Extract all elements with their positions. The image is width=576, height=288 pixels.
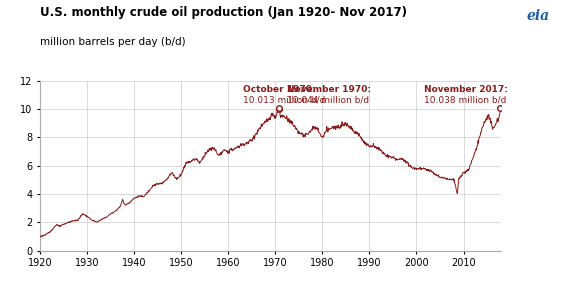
Text: 10.013 million b/d: 10.013 million b/d bbox=[242, 96, 325, 105]
Text: U.S. monthly crude oil production (Jan 1920- Nov 2017): U.S. monthly crude oil production (Jan 1… bbox=[40, 6, 407, 19]
Text: million barrels per day (b/d): million barrels per day (b/d) bbox=[40, 37, 186, 48]
Text: October 1970:: October 1970: bbox=[242, 85, 315, 94]
Text: 10.038 million b/d: 10.038 million b/d bbox=[423, 96, 506, 105]
Text: November 1970:: November 1970: bbox=[287, 85, 371, 94]
Text: November 2017:: November 2017: bbox=[423, 85, 507, 94]
Text: eia: eia bbox=[527, 9, 550, 23]
Text: 10.044 million b/d: 10.044 million b/d bbox=[287, 96, 369, 105]
